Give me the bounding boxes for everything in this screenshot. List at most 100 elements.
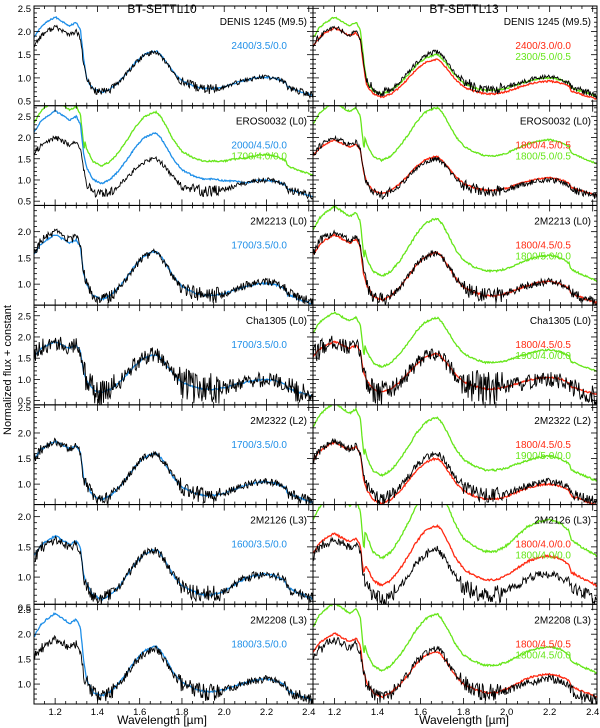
model-label-green: 1900/4.0/0.0	[515, 351, 571, 362]
observed-spectrum	[34, 536, 313, 605]
panel-7-settl10: 1.0 1.5 2.0 2.5 1.2 1.4 1.6 1.8 2.0 2.2 2.4 2M2208 …	[18, 603, 315, 718]
model-label-blue: 1700/3.5/0.0	[231, 240, 287, 251]
object-label: 2M2126 (L3)	[250, 516, 307, 527]
y-tick-label: 2.5	[18, 311, 31, 322]
panel-2-settl10: 0.5 1.0 1.5 2.0 2.5 EROS0032 (L0) 2000/4.5/0.0…	[18, 105, 314, 208]
x-tick-label: 1.2	[328, 707, 341, 718]
object-label: 2M2208 (L3)	[534, 615, 591, 626]
observed-spectrum	[34, 437, 313, 505]
observed-spectrum	[34, 24, 313, 100]
x-tick-label: 2.0	[500, 707, 513, 718]
y-tick-label: 1.5	[18, 655, 31, 666]
x-axis-label-right: Wavelength [µm]	[419, 713, 509, 727]
model-label-green: 1800/5.0/0.5	[515, 152, 571, 163]
model-label-blue: 2400/3.5/0.0	[231, 41, 287, 52]
panel-7-settl13: 1.2 1.4 1.6 1.8 2.0 2.2 2.4 2M2208 (L3) 1800/4.5…	[312, 603, 599, 718]
spectra-lines	[34, 228, 313, 306]
x-tick-label: 2.4	[302, 707, 315, 718]
model-spectrum-red	[313, 632, 597, 699]
model-label-red: 1800/4.5/0.5	[515, 639, 571, 650]
y-tick-label: 1.0	[18, 73, 31, 84]
object-label: 2M2322 (L2)	[250, 416, 307, 427]
panel-3-settl10: 1.0 1.5 2.0 2M2213 (L0) 1700/3.5/0.0	[18, 204, 314, 306]
y-tick-label: 2.0	[18, 630, 31, 641]
x-axis-label-left: Wavelength [µm]	[117, 713, 207, 727]
y-tick-label: 1.5	[18, 454, 31, 465]
y-tick-label: 1.5	[18, 50, 31, 61]
y-tick-label: 1.5	[18, 354, 31, 365]
y-tick-label: 1.0	[18, 375, 31, 386]
model-label-green: 1900/5.0/0.0	[515, 451, 571, 462]
model-label-blue: 1700/3.5/0.0	[231, 440, 287, 451]
observed-spectrum	[313, 25, 597, 99]
y-tick-label: 2.5	[18, 112, 31, 123]
y-tick-label: 2.0	[18, 227, 31, 238]
spectra-lines	[313, 504, 597, 605]
x-tick-label: 1.2	[49, 707, 62, 718]
model-label-blue: 1600/3.5/0.0	[231, 540, 287, 551]
spectra-lines	[34, 534, 313, 605]
model-spectrum-green	[313, 205, 597, 283]
model-spectrum-green	[313, 604, 597, 674]
y-tick-label: 1.0	[18, 280, 31, 291]
model-label-red: 1800/4.5/0.5	[515, 340, 571, 351]
object-label: 2M2126 (L3)	[534, 516, 591, 527]
spectra-lines	[34, 336, 313, 405]
y-tick-label: 0.5	[18, 97, 31, 108]
spectra-lines	[34, 105, 313, 200]
spectra-lines	[34, 437, 313, 505]
model-label-green: 1800/5.0/0.0	[515, 251, 571, 262]
spectra-lines	[313, 604, 597, 704]
y-tick-label: 1.5	[18, 253, 31, 264]
model-spectrum-blue	[34, 15, 313, 97]
model-label-red: 1800/4.0/0.0	[515, 540, 571, 551]
object-label: 2M2208 (L3)	[250, 615, 307, 626]
object-label: EROS0032 (L0)	[236, 117, 307, 128]
observed-spectrum	[34, 634, 313, 704]
panel-1-settl13: DENIS 1245 (M9.5) 2400/3.0/0.02300/5.0/0.…	[312, 5, 598, 107]
spectra-lines	[313, 404, 597, 505]
object-label: Cha1305 (L0)	[246, 316, 307, 327]
model-spectrum-green	[34, 105, 313, 177]
x-tick-label: 2.4	[586, 707, 599, 718]
y-tick-label: 1.5	[18, 542, 31, 553]
y-tick-label: 1.0	[18, 680, 31, 691]
panel-6-settl10: 0.5 1.0 1.5 2.0 2M2126 (L3) 1600/3.5/0.0	[18, 504, 314, 614]
y-tick-label: 2.0	[18, 133, 31, 144]
object-label: 2M2322 (L2)	[534, 416, 591, 427]
y-tick-label: 1.5	[18, 154, 31, 165]
spectra-lines	[34, 15, 313, 100]
panel-4-settl10: 0.5 1.0 1.5 2.0 2.5 Cha1305 (L0) 1700/3.5/0.0	[18, 304, 314, 407]
model-label-blue: 1700/3.5/0.0	[231, 340, 287, 351]
model-spectrum-red	[313, 26, 597, 100]
x-tick-label: 1.8	[457, 707, 470, 718]
x-tick-label: 1.8	[175, 707, 188, 718]
y-tick-label: 2.5	[18, 605, 31, 616]
observed-spectrum	[313, 636, 597, 704]
model-spectrum-green	[313, 404, 597, 482]
y-tick-label: 2.0	[18, 428, 31, 439]
model-label-green: 1700/4.0/0.0	[231, 152, 287, 163]
y-tick-label: 2.5	[18, 4, 31, 15]
model-spectrum-blue	[34, 611, 313, 702]
model-spectrum-green	[313, 504, 597, 560]
model-label-blue: 1800/3.5/0.0	[231, 639, 287, 650]
x-tick-label: 2.0	[218, 707, 231, 718]
x-tick-label: 1.6	[414, 707, 427, 718]
column-title-settl13: BT-SETTL13	[429, 2, 499, 16]
x-tick-label: 1.4	[91, 707, 104, 718]
model-label-green: 2300/5.0/0.5	[515, 52, 571, 63]
spectra-lines	[313, 16, 597, 100]
object-label: DENIS 1245 (M9.5)	[220, 17, 307, 28]
x-tick-label: 1.6	[133, 707, 146, 718]
observed-spectrum	[313, 536, 597, 605]
panel-grid: 0.5 1.0 1.5 2.0 2.5 DENIS 1245 (M9.5) 2400/3.5…	[18, 4, 600, 718]
model-spectrum-green	[313, 105, 597, 165]
observed-spectrum	[313, 437, 597, 505]
y-tick-label: 0.5	[18, 197, 31, 208]
spectra-lines	[313, 205, 597, 306]
